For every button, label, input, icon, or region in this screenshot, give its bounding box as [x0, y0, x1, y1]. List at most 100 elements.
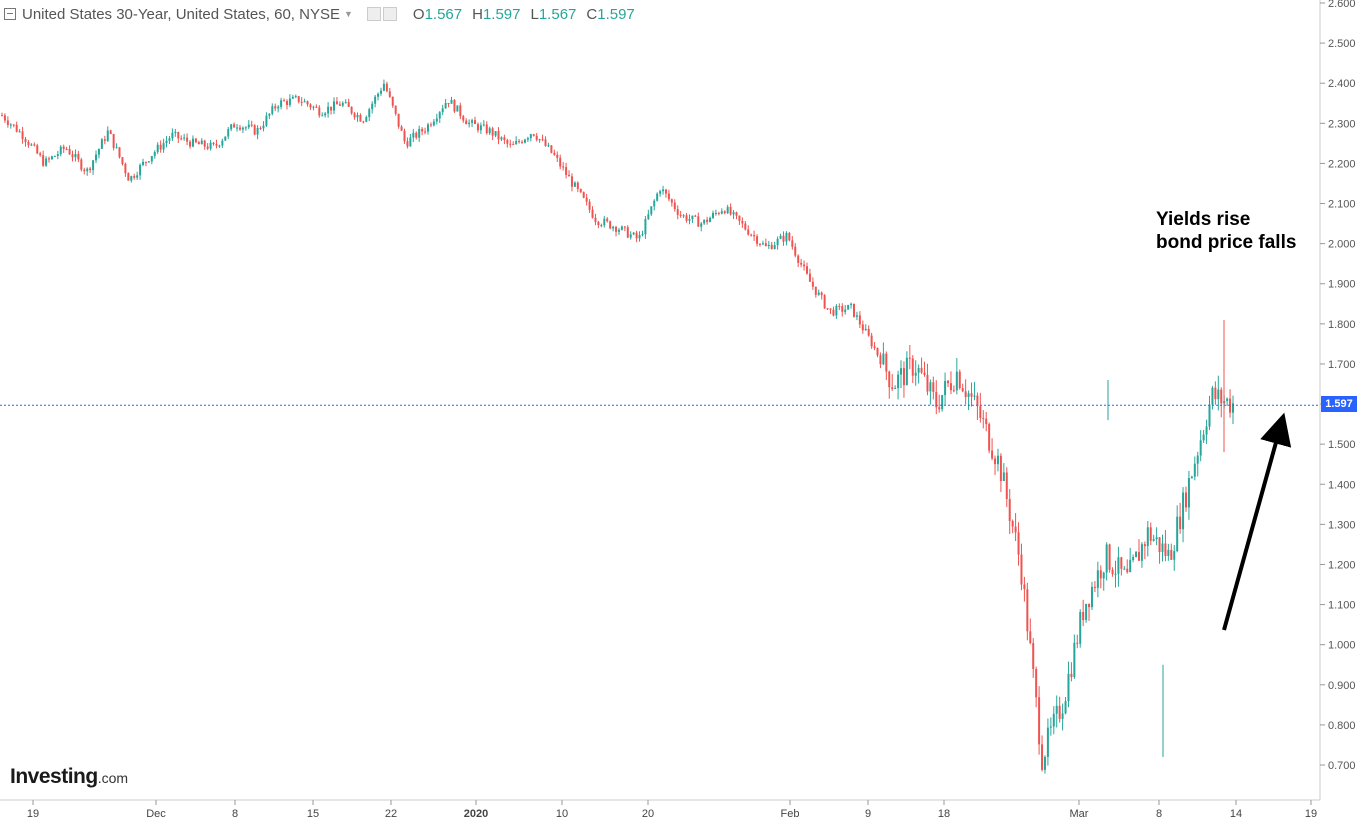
- candle-body: [474, 120, 477, 125]
- candle-body: [3, 115, 6, 121]
- candle-body: [356, 114, 359, 118]
- candle-body: [1105, 544, 1108, 573]
- candle-body: [961, 388, 964, 392]
- candle-body: [224, 136, 227, 141]
- candle-body: [233, 124, 236, 128]
- candle-body: [976, 395, 979, 407]
- candle-body: [582, 192, 585, 198]
- candle-body: [262, 125, 265, 129]
- candle-body: [253, 125, 256, 135]
- candle-body: [1152, 539, 1155, 541]
- candle-body: [829, 308, 832, 310]
- candle-body: [761, 243, 764, 245]
- candle-body: [256, 127, 259, 135]
- candle-body: [303, 101, 306, 103]
- candle-body: [1076, 642, 1079, 644]
- candle-body: [488, 128, 491, 134]
- candle-body: [644, 219, 647, 235]
- y-tick-label: 1.500: [1328, 439, 1356, 451]
- candle-body: [1182, 492, 1185, 530]
- candle-body: [1146, 527, 1149, 547]
- x-tick-label: 20: [642, 808, 654, 820]
- candle-body: [283, 100, 286, 102]
- candle-body: [526, 138, 529, 140]
- candle-body: [964, 391, 967, 397]
- candle-body: [142, 161, 145, 165]
- candle-body: [159, 144, 162, 150]
- candle-body: [371, 103, 374, 110]
- candle-body: [462, 116, 465, 121]
- candle-body: [1038, 697, 1041, 745]
- candle-body: [565, 167, 568, 175]
- candle-body: [444, 102, 447, 109]
- candle-body: [271, 106, 274, 114]
- candle-body: [1058, 705, 1061, 719]
- instrument-title[interactable]: United States 30-Year, United States, 60…: [22, 5, 340, 23]
- candle-body: [1158, 537, 1161, 553]
- candle-body: [879, 355, 882, 365]
- candle-body: [115, 147, 118, 149]
- candle-body: [1023, 584, 1026, 590]
- candle-body: [576, 182, 579, 189]
- y-tick-label: 0.800: [1328, 720, 1356, 732]
- candle-body: [438, 112, 441, 119]
- candle-body: [365, 117, 368, 122]
- candle-body: [209, 142, 212, 149]
- investing-logo: Investing.com: [10, 765, 128, 789]
- candle-body: [133, 176, 136, 178]
- candle-body: [670, 199, 673, 203]
- candle-body: [744, 223, 747, 230]
- candle-body: [805, 266, 808, 274]
- candle-body: [559, 157, 562, 167]
- close-icon[interactable]: [382, 7, 397, 21]
- candle-body: [1017, 532, 1020, 555]
- candle-body: [24, 139, 27, 143]
- candle-body: [48, 158, 51, 160]
- candle-body: [1096, 570, 1099, 588]
- candle-body: [153, 152, 156, 157]
- candle-body: [162, 143, 165, 150]
- candle-body: [95, 154, 98, 161]
- candle-body: [1014, 526, 1017, 533]
- candle-body: [1070, 673, 1073, 678]
- candle-body: [597, 221, 600, 226]
- y-tick-label: 2.500: [1328, 38, 1356, 50]
- candle-body: [1137, 551, 1140, 561]
- candle-body: [359, 114, 362, 122]
- candle-body: [139, 164, 142, 176]
- x-tick-label: 8: [232, 808, 238, 820]
- candle-body: [136, 175, 139, 178]
- x-tick-label: 2020: [464, 808, 488, 820]
- candle-body: [1211, 387, 1214, 405]
- candle-body: [268, 113, 271, 116]
- collapse-icon[interactable]: [4, 8, 16, 20]
- candle-body: [521, 141, 524, 143]
- candle-body: [523, 139, 526, 143]
- candle-body: [1123, 568, 1126, 570]
- candle-body: [944, 380, 947, 396]
- candle-body: [238, 127, 241, 130]
- candle-body: [212, 142, 215, 145]
- candle-body: [750, 234, 753, 236]
- annotation-arrow: [1222, 412, 1292, 631]
- settings-icon[interactable]: [366, 7, 381, 21]
- candle-body: [441, 108, 444, 113]
- candle-body: [306, 101, 309, 105]
- candle-body: [735, 212, 738, 216]
- candle-body: [189, 141, 192, 147]
- candle-body: [612, 226, 615, 229]
- candle-body: [512, 144, 515, 146]
- chevron-down-icon[interactable]: ▼: [343, 9, 353, 19]
- candle-body: [973, 395, 976, 397]
- candle-body: [62, 146, 65, 149]
- candle-body: [494, 131, 497, 136]
- candle-body: [679, 214, 682, 216]
- x-tick-label: 9: [865, 808, 871, 820]
- candle-body: [885, 353, 888, 372]
- logo-suffix: .com: [97, 770, 129, 786]
- candle-body: [958, 371, 961, 389]
- candle-body: [424, 131, 427, 133]
- candle-body: [647, 214, 650, 220]
- candle-body: [1140, 544, 1143, 561]
